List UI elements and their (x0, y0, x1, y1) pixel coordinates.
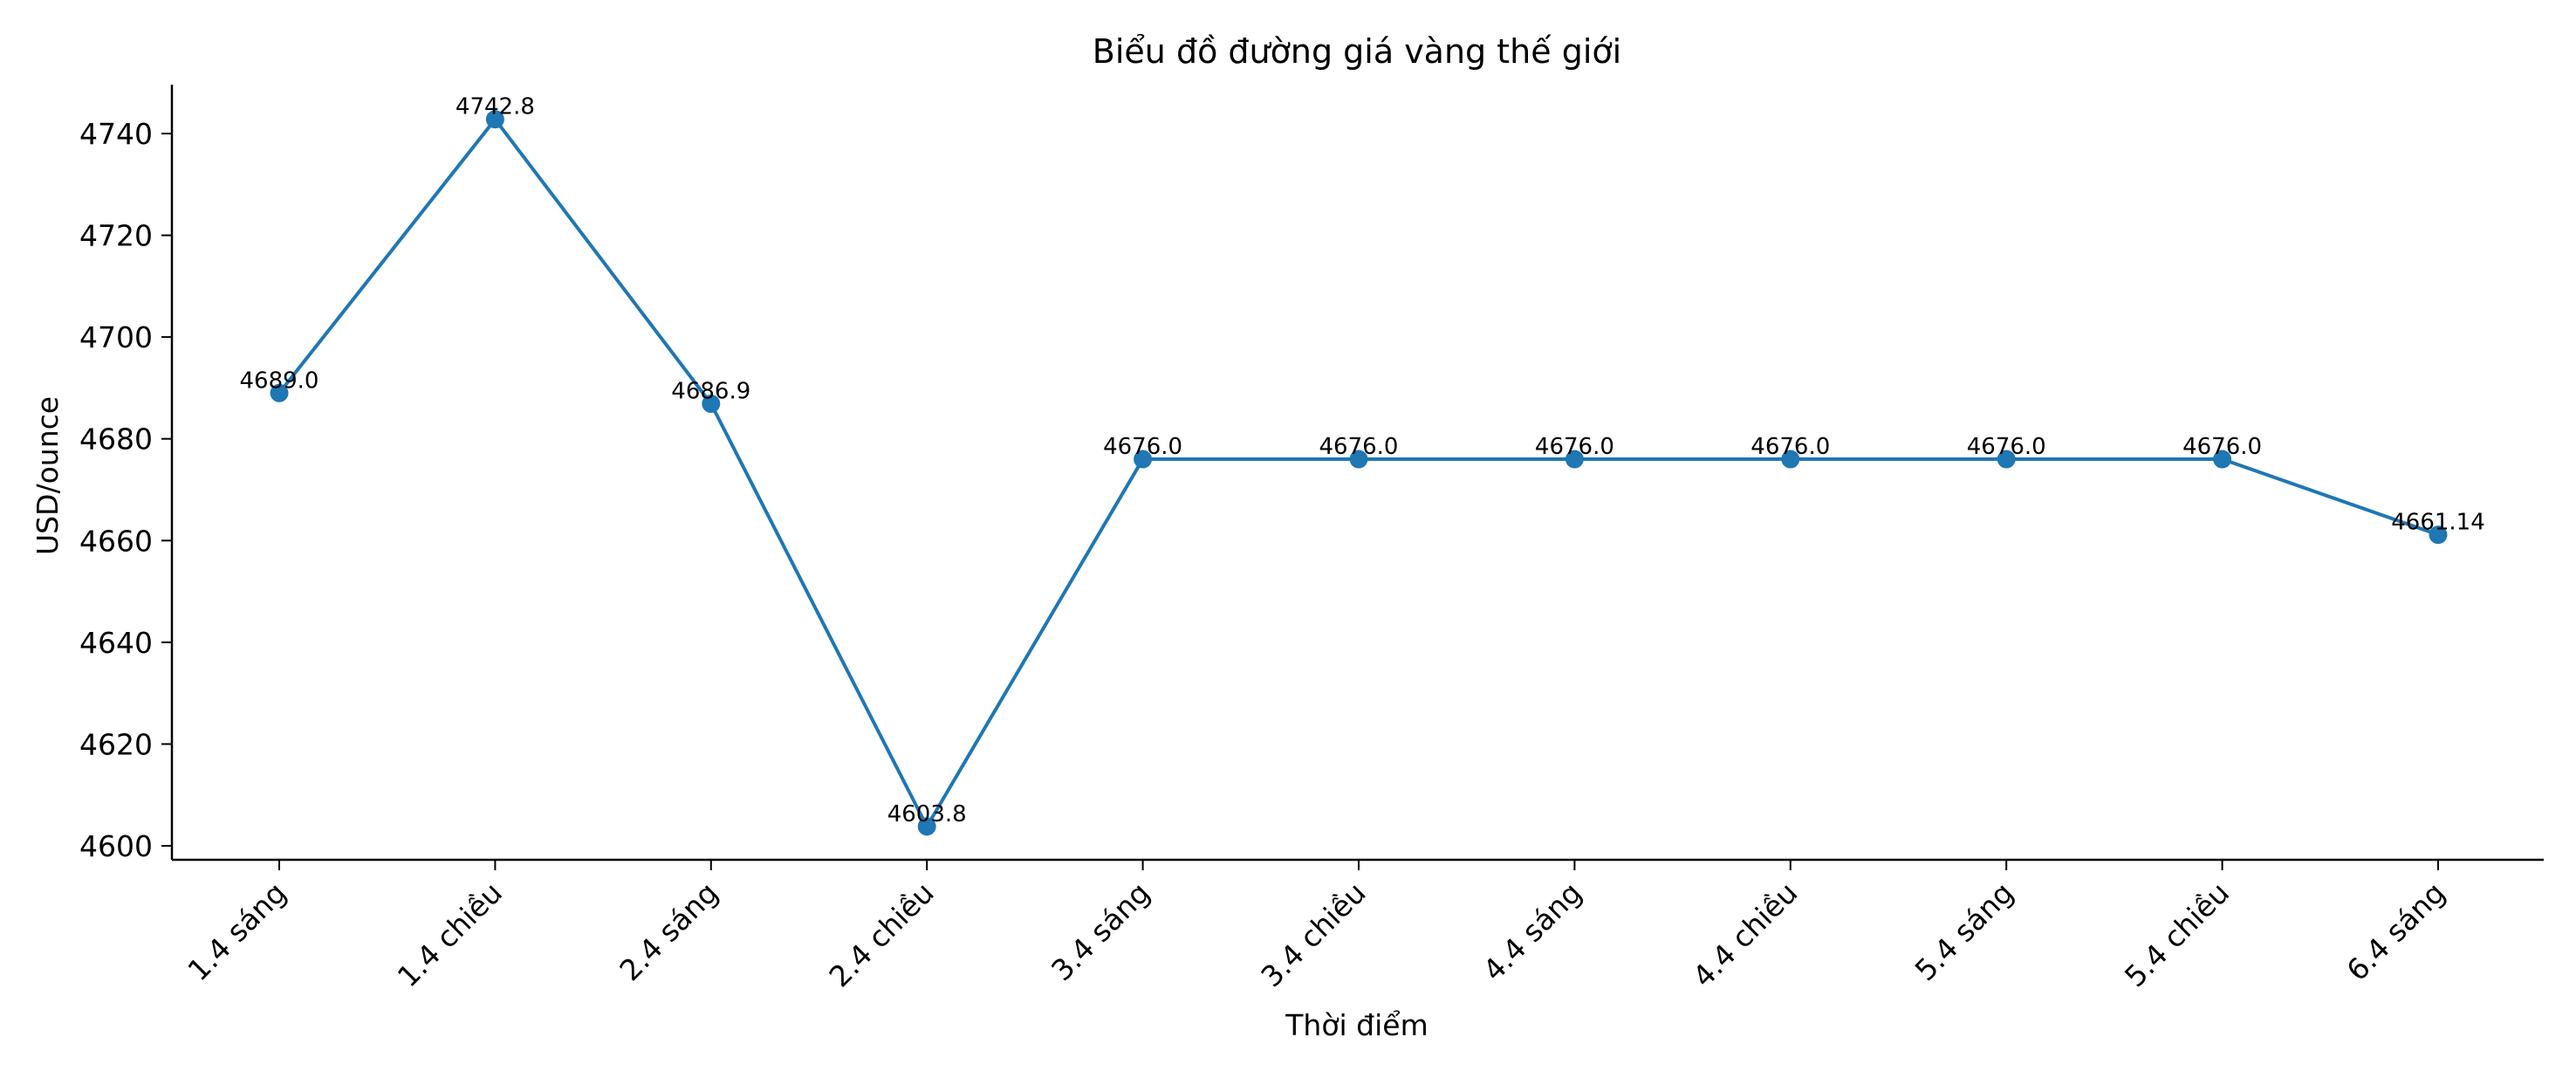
data-point (1997, 450, 2016, 469)
x-tick-label: 5.4 sáng (1908, 875, 2020, 987)
data-labels: 4689.0 4742.8 4686.9 4603.8 4676.0 4676.0 4676… (240, 94, 2485, 827)
data-label: 4676.0 (1535, 434, 1614, 460)
y-tick-label: 4740 (79, 117, 153, 151)
data-point (1781, 450, 1800, 469)
x-ticks: 1.4 sáng 1.4 chiều 2.4 sáng 2.4 chiều 3.4 sá… (181, 860, 2452, 993)
data-label: 4661.14 (2391, 510, 2485, 536)
x-tick-label: 6.4 sáng (2340, 875, 2451, 987)
data-point (270, 383, 289, 402)
x-tick-label: 3.4 sáng (1045, 875, 1156, 987)
data-point (1349, 450, 1368, 469)
data-label: 4676.0 (1750, 434, 1830, 460)
data-point (702, 394, 721, 413)
series-price (270, 110, 2448, 836)
data-point (917, 817, 936, 836)
data-label: 4742.8 (456, 94, 535, 120)
y-tick-label: 4660 (79, 524, 153, 558)
data-label: 4676.0 (2182, 434, 2262, 460)
series-line (277, 117, 2439, 828)
y-tick-label: 4620 (79, 727, 153, 761)
y-tick-label: 4600 (79, 829, 153, 863)
x-tick-label: 2.4 sáng (613, 875, 724, 987)
x-axis-label: Thời điểm (1285, 1008, 1428, 1042)
axes (170, 85, 2544, 862)
x-tick-label: 1.4 sáng (181, 875, 292, 987)
chart-title: Biểu đồ đường giá vàng thế giới (1093, 32, 1621, 71)
y-tick-label: 4700 (79, 320, 153, 354)
y-tick-label: 4720 (79, 219, 153, 253)
data-label: 4689.0 (240, 367, 319, 394)
x-tick-label: 4.4 sáng (1476, 875, 1588, 987)
y-tick-label: 4680 (79, 422, 153, 457)
data-label: 4686.9 (671, 378, 750, 404)
data-point (2213, 450, 2232, 469)
x-tick-label: 2.4 chiều (823, 875, 941, 993)
data-point (485, 110, 504, 129)
x-tick-label: 4.4 chiều (1686, 875, 1804, 993)
data-label: 4676.0 (1103, 434, 1182, 460)
x-tick-label: 5.4 chiều (2118, 875, 2236, 993)
y-tick-label: 4640 (79, 626, 153, 660)
y-ticks: 4600 4620 4640 4660 4680 4700 4720 4740 (79, 117, 172, 863)
y-axis-label: USD/ounce (31, 396, 65, 555)
data-label: 4603.8 (887, 801, 967, 827)
data-label: 4676.0 (1967, 434, 2046, 460)
data-point (2429, 525, 2448, 545)
x-tick-label: 1.4 chiều (391, 875, 509, 993)
data-point (1565, 450, 1584, 469)
data-label: 4676.0 (1319, 434, 1399, 460)
data-point (1134, 450, 1153, 469)
x-tick-label: 3.4 chiều (1254, 875, 1372, 993)
